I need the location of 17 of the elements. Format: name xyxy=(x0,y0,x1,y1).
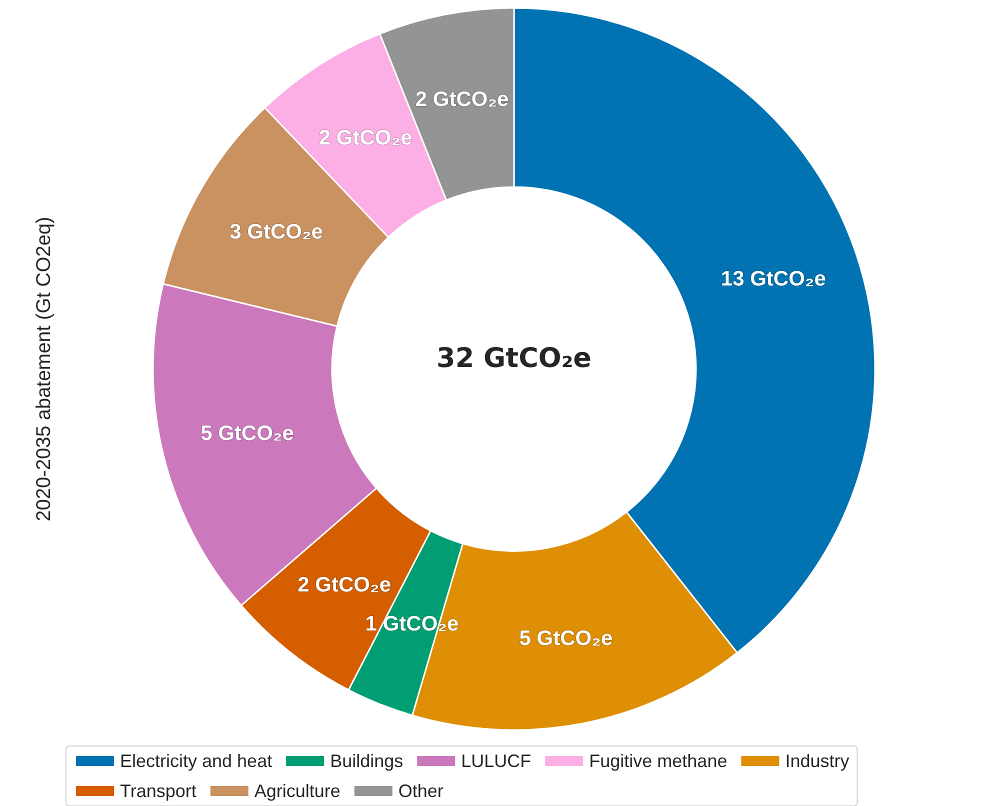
legend-label: Industry xyxy=(785,751,850,771)
legend-label: LULUCF xyxy=(461,751,532,771)
text: 2020-2035 abatement (Gt CO2eq) xyxy=(33,216,55,522)
data-label: 13 GtCO₂e xyxy=(720,268,826,291)
legend-label: Fugitive methane xyxy=(589,751,728,771)
data-label: 3 GtCO₂e xyxy=(230,220,323,244)
data-label: 2 GtCO₂e xyxy=(298,573,391,596)
text: 32 GtCO₂e xyxy=(436,343,592,374)
legend-label: Electricity and heat xyxy=(120,751,272,771)
legend-label: Buildings xyxy=(330,751,404,771)
legend-label: Other xyxy=(398,781,444,801)
legend-label: Transport xyxy=(120,781,196,801)
data-label: 5 GtCO₂e xyxy=(519,627,613,650)
data-label: 5 GtCO₂e xyxy=(200,422,294,446)
data-label: 2 GtCO₂e xyxy=(415,88,509,111)
data-label: 2 GtCO₂e xyxy=(318,126,412,150)
legend-label: Agriculture xyxy=(254,781,340,801)
